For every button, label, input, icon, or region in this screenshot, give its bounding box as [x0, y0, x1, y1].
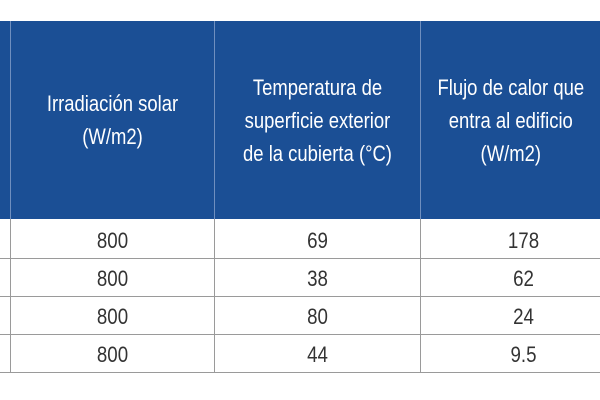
cell-temperatura: 80 [307, 304, 328, 329]
row-divider [0, 372, 600, 373]
header-temperatura-superficie: Temperatura de superficie exterior de la… [233, 21, 401, 219]
cell-temperatura: 38 [307, 266, 328, 291]
cell-irradiacion: 800 [96, 266, 129, 291]
header-line: superficie exterior [244, 107, 391, 133]
cell-irradiacion: 800 [96, 342, 129, 367]
header-flujo-calor: Flujo de calor que entra al edificio (W/… [421, 21, 589, 219]
cell-irradiacion: 800 [96, 228, 129, 253]
header-line: (W/m2) [480, 140, 542, 166]
cell-flujo: 24 [513, 304, 534, 329]
header-line: Irradiación solar [46, 91, 179, 116]
cell-temperatura: 44 [307, 342, 328, 367]
row-divider [0, 334, 600, 335]
header-divider [10, 21, 11, 219]
cell-temperatura: 69 [307, 228, 328, 253]
cell-irradiacion: 800 [96, 304, 129, 329]
header-divider [420, 21, 421, 219]
cell-flujo: 9.5 [510, 342, 537, 367]
row-divider [0, 258, 600, 259]
header-irradiacion-solar: Irradiación solar (W/m2) [29, 21, 195, 219]
header-line: Flujo de calor que [437, 74, 585, 100]
table-header [0, 21, 600, 219]
cell-flujo: 178 [507, 228, 540, 253]
header-line: Temperatura de [252, 74, 383, 100]
header-line: entra al edificio [448, 107, 573, 133]
cell-flujo: 62 [513, 266, 534, 291]
header-divider [214, 21, 215, 219]
header-line: de la cubierta (°C) [243, 140, 392, 166]
row-divider [0, 296, 600, 297]
header-line: (W/m2) [82, 124, 143, 149]
